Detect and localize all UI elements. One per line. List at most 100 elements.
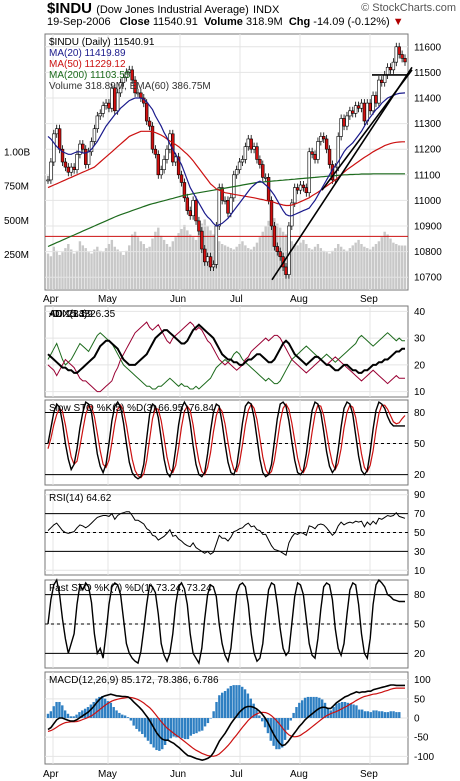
volume-bar [368, 249, 372, 289]
macd-histogram-bar [155, 718, 158, 751]
volume-bar [148, 246, 151, 289]
macd-histogram-bar [75, 714, 78, 718]
slow-sto-d-line [47, 402, 406, 479]
price-candle [371, 95, 375, 112]
macd-histogram-bar [178, 718, 181, 738]
macd-histogram-bar [203, 718, 207, 727]
macd-histogram-bar [109, 702, 113, 718]
macd-histogram-bar [58, 701, 61, 718]
fast_sto-tick-label: 20 [414, 649, 426, 660]
price-tick-label: 11100 [414, 170, 441, 181]
volume-bar [183, 224, 186, 289]
chg-label: Chg [288, 16, 311, 28]
price-candle [203, 248, 207, 263]
fast_sto-tick-label: 80 [414, 590, 426, 601]
price-x-label: Aug [290, 294, 308, 305]
price-candle [69, 166, 73, 173]
price-candle [353, 105, 358, 114]
volume-bar [395, 244, 398, 289]
price-candle [211, 264, 216, 268]
macd-histogram-bar [46, 713, 50, 718]
macd-tick-label: -100 [414, 752, 434, 763]
price-candle [153, 148, 158, 155]
volume-bar [276, 223, 279, 289]
macd-histogram-bar [392, 711, 395, 718]
volume-value: 318.9M [246, 16, 283, 28]
slow_sto-legend-0: Slow STO %K(5) %D(3) 66.95, 76.84 [49, 403, 214, 414]
rsi-legend-0: RSI(14) 64.62 [49, 493, 112, 504]
price-candle [342, 118, 346, 127]
price-candle [223, 200, 227, 202]
price-candle [304, 187, 309, 194]
macd-histogram-bar [278, 718, 281, 750]
volume-bar [78, 241, 82, 289]
price-candle [188, 210, 192, 217]
volume-bar [261, 231, 264, 289]
macd-histogram-bar [123, 715, 127, 718]
volume-bar [325, 252, 328, 289]
macd-histogram-bar [126, 717, 130, 718]
volume-bar [197, 231, 201, 289]
macd-histogram-bar [235, 685, 238, 718]
price-candle [98, 113, 102, 117]
macd-histogram-bar [343, 701, 347, 718]
macd-histogram-bar [372, 710, 375, 718]
macd-histogram-bar [192, 718, 195, 735]
price-candle [200, 230, 204, 250]
volume-bar [87, 252, 90, 289]
volume-bar [366, 248, 369, 289]
price-candle [240, 159, 245, 163]
price-candle [214, 225, 219, 265]
volume-bar [351, 245, 354, 289]
macd-x-label: Apr [43, 769, 59, 780]
price-candle [156, 154, 160, 176]
volume-bar [296, 245, 299, 289]
volume-bar [186, 230, 189, 289]
price-candle [92, 128, 97, 142]
volume-bar [177, 233, 180, 289]
price-legend-0: $INDU (Daily) 11540.91 [49, 37, 155, 48]
price-candle [136, 92, 140, 95]
macd-histogram-bar [118, 712, 121, 718]
volume-bar [125, 250, 128, 289]
macd-histogram-bar [146, 718, 150, 741]
slow_sto-panel-frame [44, 399, 409, 486]
volume-bar [122, 254, 125, 289]
price-candle [382, 74, 387, 83]
macd-histogram-bar [181, 718, 184, 739]
price-tick-label: 11500 [414, 68, 442, 79]
price-candle [351, 110, 355, 114]
volume-bar [319, 248, 323, 289]
price-candle [278, 251, 282, 258]
rsi-tick-label: 30 [414, 547, 426, 558]
price-tick-label: 11200 [414, 145, 442, 156]
macd-histogram-bar [206, 718, 210, 724]
price-tick-label: 11300 [414, 119, 442, 130]
macd-histogram-bar [112, 707, 115, 718]
price-tick-label: 11400 [414, 94, 442, 105]
volume-bar [75, 250, 79, 289]
price-candle [380, 79, 384, 83]
price-candle [101, 105, 105, 114]
price-candle [362, 102, 367, 122]
macd-histogram-bar [49, 711, 53, 718]
price-candle [147, 120, 152, 127]
volume-bar [52, 246, 56, 289]
volume-bar [93, 249, 96, 289]
volume-bar [247, 248, 250, 289]
price-x-label: Apr [43, 294, 59, 305]
macd-x-label: Sep [360, 769, 378, 780]
price-candle [179, 174, 184, 183]
price-candle [130, 69, 134, 81]
price-candle [377, 79, 381, 104]
price-candle [197, 220, 201, 232]
macd-histogram-bar [132, 718, 135, 726]
volume-bar [70, 249, 73, 289]
volume-bar [159, 235, 163, 289]
stockcharts-logo: © StockCharts.com [361, 2, 456, 14]
price-tick-label: 10900 [414, 222, 442, 233]
volume-bar [342, 249, 346, 289]
macd-histogram-bar [186, 718, 190, 740]
volume-bar [151, 238, 154, 289]
price-candle [49, 161, 53, 181]
